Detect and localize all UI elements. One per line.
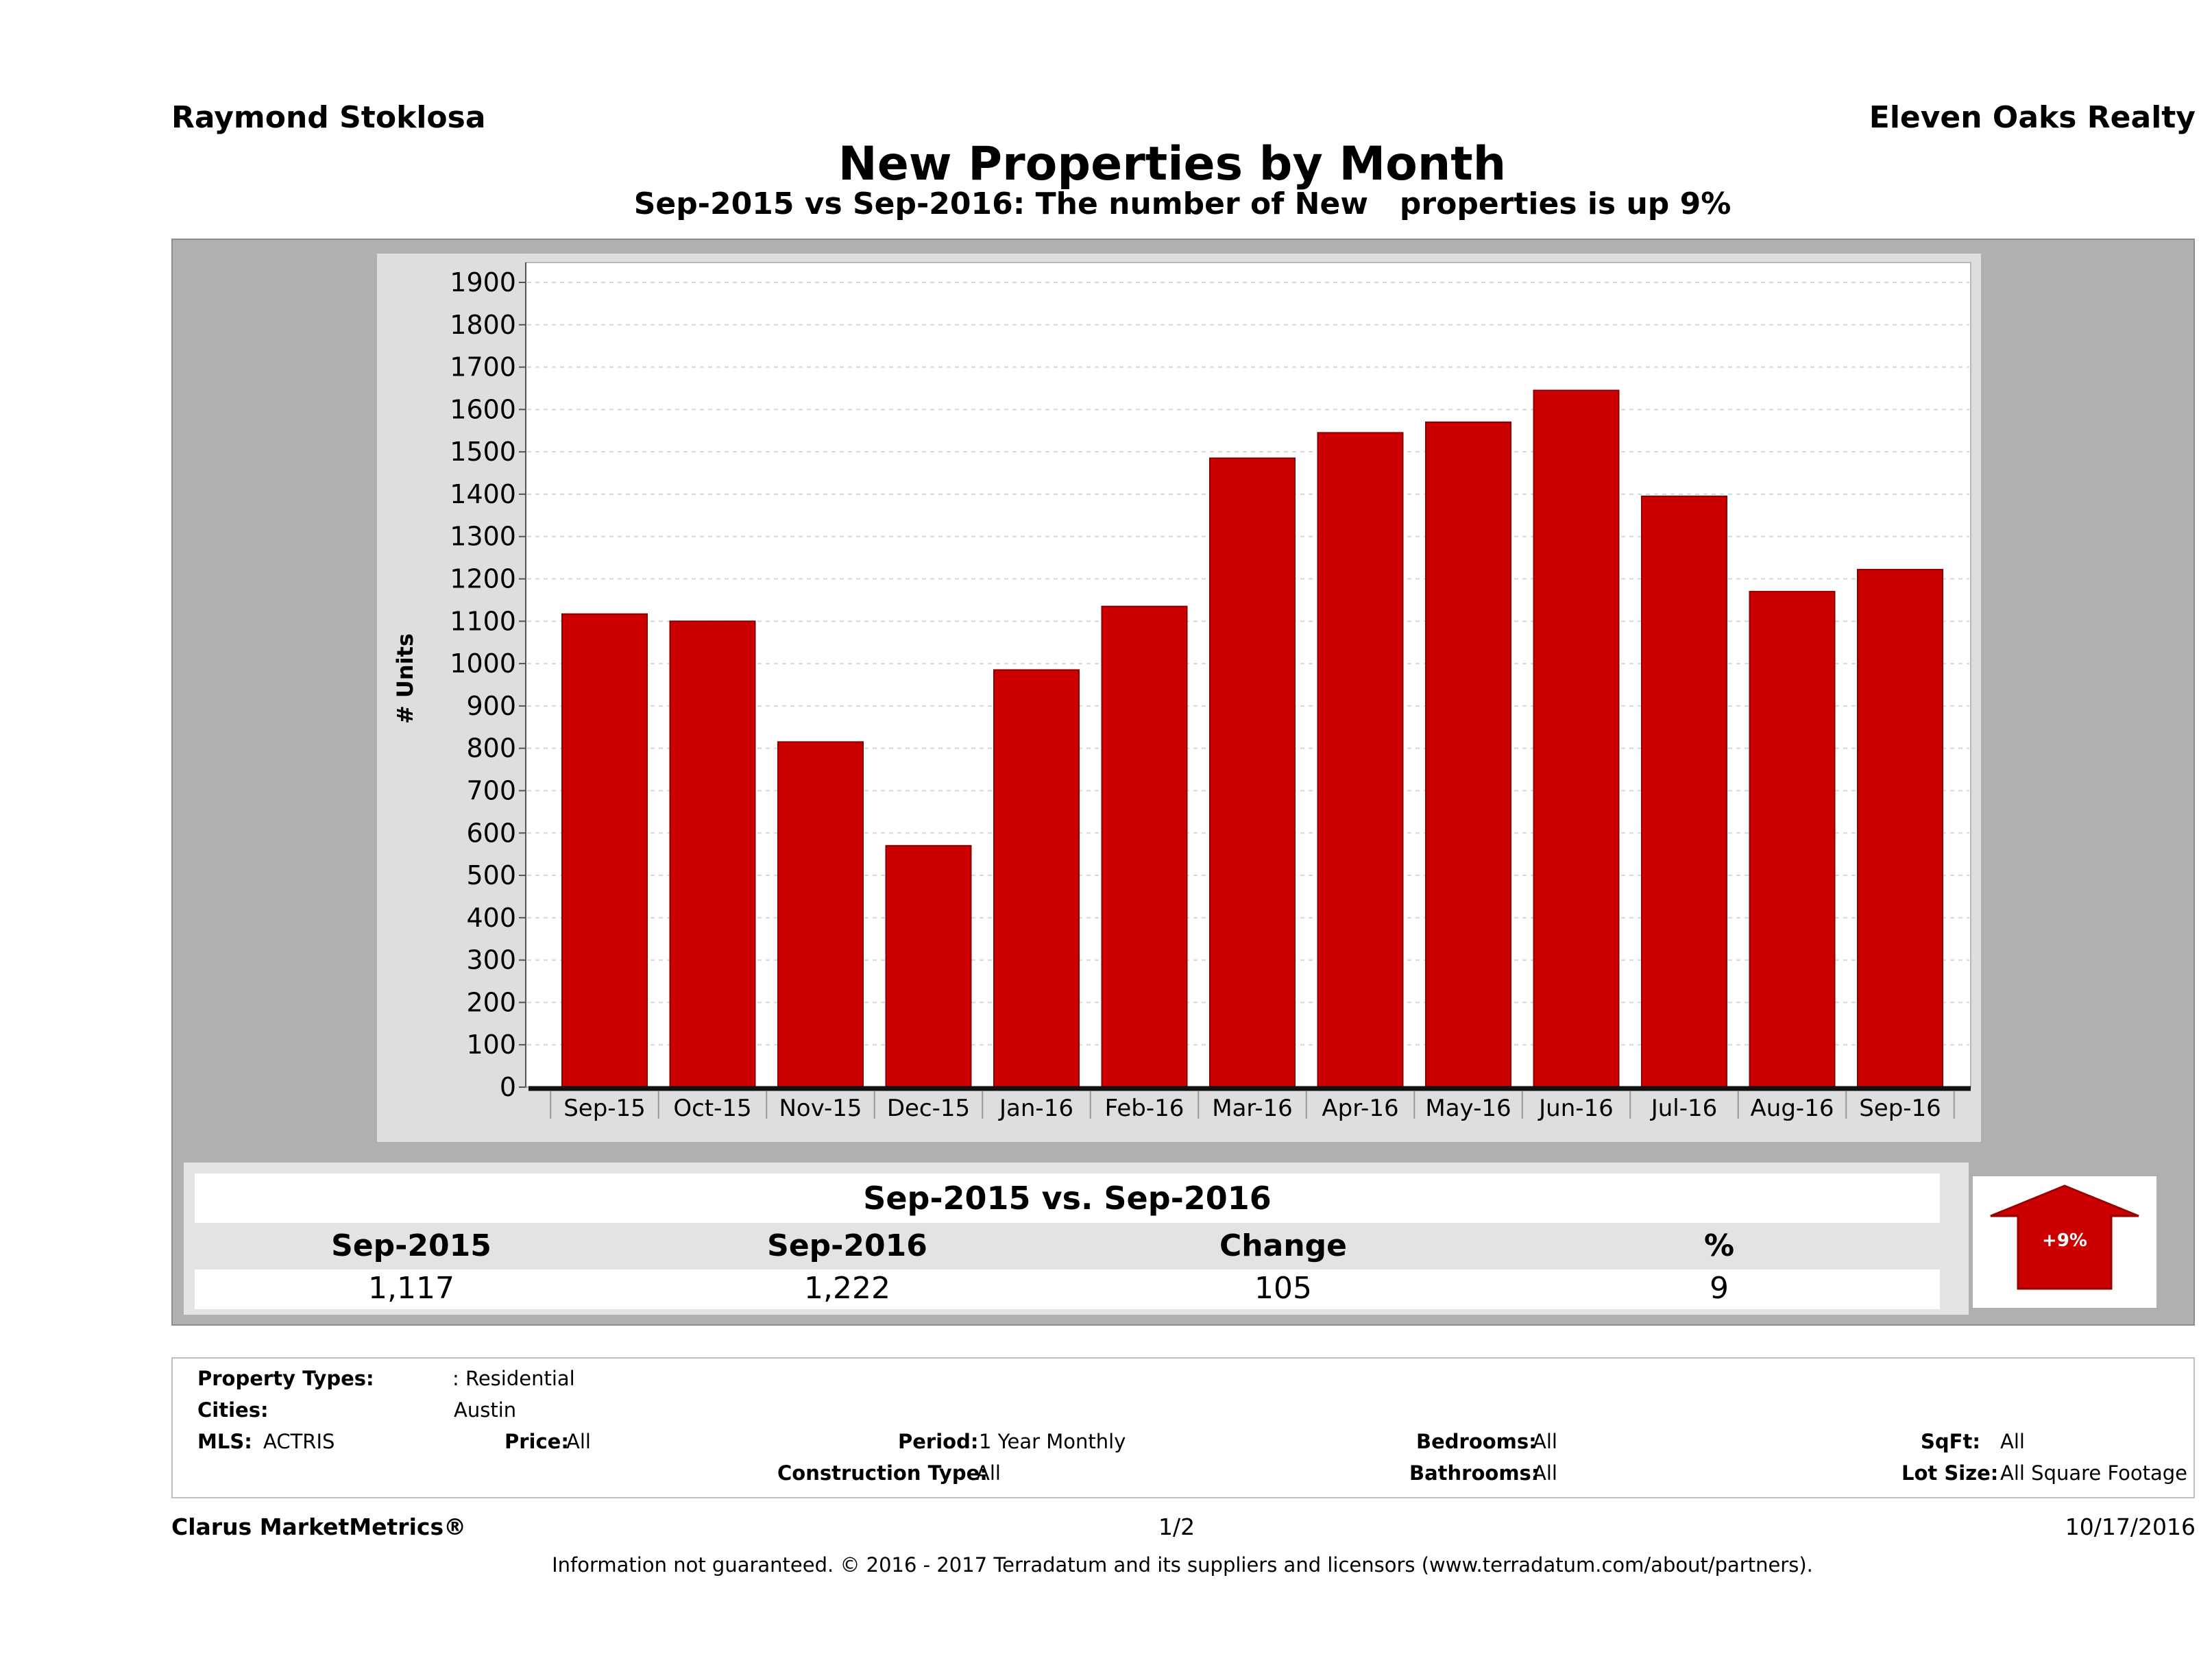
comparison-label-percent: % <box>1703 1228 1735 1263</box>
y-tick-label: 0 <box>500 1072 516 1102</box>
bar-may-16 <box>1425 421 1511 1088</box>
y-tick-label: 1600 <box>450 394 516 424</box>
bar-sep-16 <box>1857 568 1943 1088</box>
sqft-label: SqFt: <box>1921 1430 1980 1453</box>
brokerage-name: Eleven Oaks Realty <box>1869 100 2196 135</box>
price-label: Price: <box>505 1430 569 1453</box>
bar-feb-16 <box>1101 605 1188 1088</box>
lot-size-label: Lot Size: <box>1901 1461 1999 1485</box>
y-tick-label: 800 <box>466 733 516 764</box>
comparison-value-percent: 9 <box>1710 1271 1729 1306</box>
bar-apr-16 <box>1317 432 1404 1088</box>
up-arrow-icon: +9% <box>1990 1184 2139 1290</box>
y-tick-label: 100 <box>466 1030 516 1060</box>
comparison-label-prev: Sep-2015 <box>331 1228 491 1263</box>
filters-panel <box>171 1357 2195 1498</box>
bar-nov-15 <box>777 741 864 1088</box>
y-tick-label: 1800 <box>450 310 516 340</box>
bathrooms-value: All <box>1533 1461 1557 1485</box>
x-tick-label: Jan-16 <box>998 1095 1073 1122</box>
disclaimer: Information not guaranteed. © 2016 - 201… <box>552 1553 1813 1577</box>
bar-oct-15 <box>669 620 756 1088</box>
y-tick-label: 1000 <box>450 648 516 679</box>
x-tick-label: Jul-16 <box>1650 1095 1718 1122</box>
period-value: 1 Year Monthly <box>979 1430 1126 1453</box>
footer-brand: Clarus MarketMetrics® <box>171 1513 467 1540</box>
bar-sep-15 <box>561 613 648 1088</box>
bars <box>561 389 1943 1088</box>
y-tick-label: 200 <box>466 987 516 1017</box>
y-tick-label: 1300 <box>450 522 516 552</box>
y-axis: 0 100 200 300 400 500 600 700 800 900 1000 1100 1200… <box>450 263 526 1102</box>
x-tick-label: Aug-16 <box>1751 1095 1834 1122</box>
x-tick-label: Nov-15 <box>779 1095 862 1122</box>
chart-subtitle: Sep-2015 vs Sep-2016: The number of New … <box>633 186 1731 221</box>
construction-type-value: All <box>976 1461 1001 1485</box>
y-tick-label: 1100 <box>450 606 516 636</box>
cities-label: Cities: <box>197 1398 269 1422</box>
comparison-value-curr: 1,222 <box>804 1271 890 1306</box>
y-axis-label: # Units <box>392 633 418 724</box>
x-tick-label: Sep-15 <box>563 1095 646 1122</box>
bar-chart: 0 100 200 300 400 500 600 700 800 900 1000 1100 1200… <box>392 262 1971 1122</box>
bedrooms-label: Bedrooms: <box>1416 1430 1537 1453</box>
x-tick-label: Apr-16 <box>1322 1095 1398 1122</box>
x-axis: Sep-15 Oct-15 Nov-15 Dec-15 Jan-16 Feb-16 Mar-… <box>528 1086 1971 1122</box>
bar-jan-16 <box>993 669 1080 1088</box>
y-tick-label: 1400 <box>450 479 516 509</box>
x-tick-label: Jun-16 <box>1538 1095 1614 1122</box>
y-tick-label: 400 <box>466 903 516 933</box>
y-tick-label: 900 <box>466 691 516 721</box>
x-tick-label: Mar-16 <box>1212 1095 1293 1122</box>
comparison-label-change: Change <box>1219 1228 1347 1263</box>
y-tick-label: 300 <box>466 945 516 975</box>
price-value: All <box>566 1430 591 1453</box>
lot-size-value: All Square Footage <box>2000 1461 2188 1485</box>
comparison-values-row <box>195 1269 1940 1309</box>
bedrooms-value: All <box>1533 1430 1557 1453</box>
y-tick-label: 1700 <box>450 352 516 382</box>
page-number: 1/2 <box>1158 1513 1195 1540</box>
change-badge-box: +9% <box>1973 1176 2156 1308</box>
x-tick-label: May-16 <box>1425 1095 1511 1122</box>
mls-label: MLS: <box>197 1430 252 1453</box>
y-tick-label: 700 <box>466 775 516 805</box>
period-label: Period: <box>898 1430 979 1453</box>
change-badge-label: +9% <box>2042 1230 2087 1251</box>
agent-name: Raymond Stoklosa <box>171 100 486 135</box>
report-date: 10/17/2016 <box>2065 1513 2196 1540</box>
comparison-value-change: 105 <box>1254 1271 1312 1306</box>
construction-type-label: Construction Type: <box>777 1461 988 1485</box>
comparison-value-prev: 1,117 <box>368 1271 454 1306</box>
comparison-label-curr: Sep-2016 <box>767 1228 927 1263</box>
grid-lines <box>527 282 1969 1046</box>
sqft-value: All <box>2000 1430 2025 1453</box>
y-tick-label: 600 <box>466 818 516 848</box>
y-tick-label: 1200 <box>450 564 516 594</box>
x-tick-label: Oct-15 <box>673 1095 751 1122</box>
property-types-value: : Residential <box>452 1367 575 1390</box>
y-tick-label: 1500 <box>450 437 516 467</box>
bar-aug-16 <box>1749 591 1836 1088</box>
y-tick-label: 1900 <box>450 267 516 297</box>
x-tick-label: Dec-15 <box>887 1095 970 1122</box>
x-tick-label: Feb-16 <box>1105 1095 1184 1122</box>
cities-value: Austin <box>454 1398 517 1422</box>
bar-jun-16 <box>1533 389 1620 1088</box>
bar-jul-16 <box>1641 496 1727 1088</box>
bathrooms-label: Bathrooms: <box>1409 1461 1540 1485</box>
property-types-label: Property Types: <box>197 1367 374 1390</box>
comparison-header: Sep-2015 vs. Sep-2016 <box>195 1174 1940 1223</box>
mls-value: ACTRIS <box>263 1430 335 1453</box>
chart-title: New Properties by Month <box>838 137 1507 191</box>
y-tick-label: 500 <box>466 860 516 890</box>
bar-dec-15 <box>885 844 972 1088</box>
bar-mar-16 <box>1209 457 1296 1088</box>
x-tick-label: Sep-16 <box>1859 1095 1941 1122</box>
